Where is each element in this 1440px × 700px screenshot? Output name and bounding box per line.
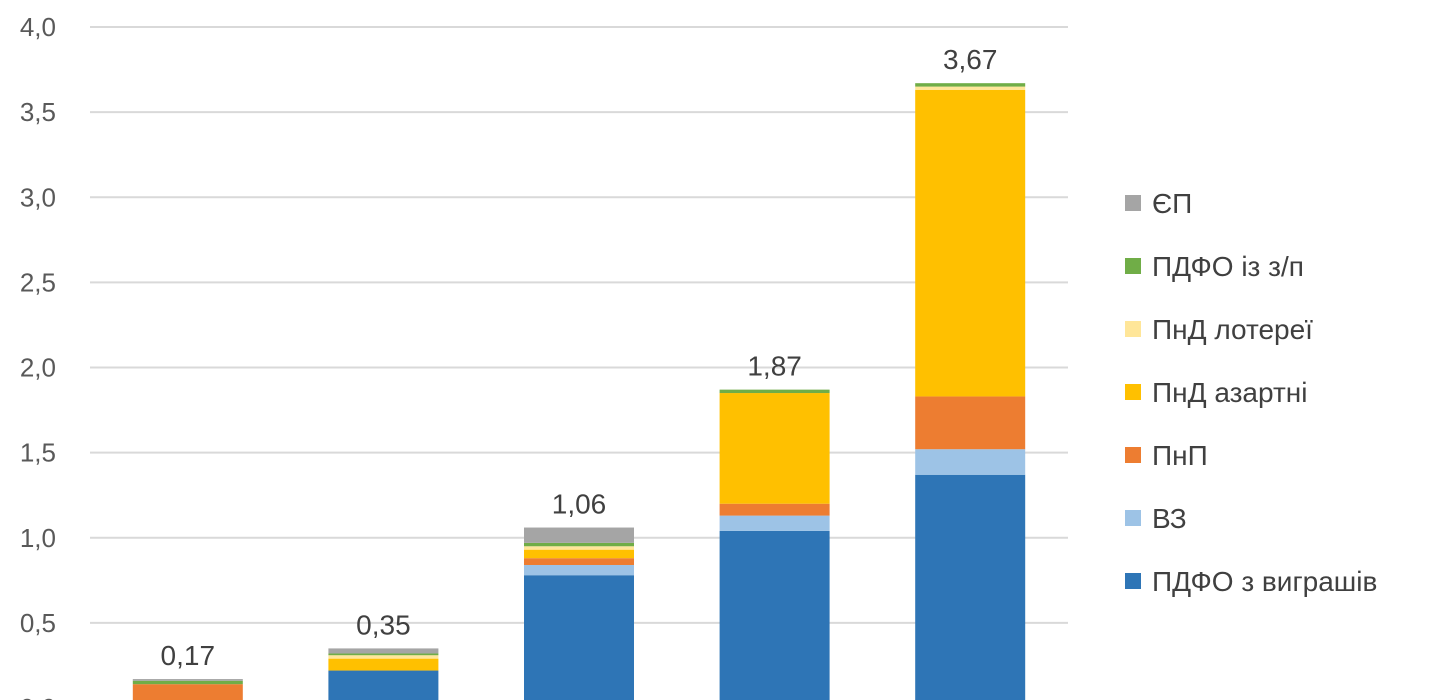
y-tick-label: 2,0 <box>20 353 56 383</box>
total-label: 0,35 <box>356 609 411 640</box>
legend-swatch <box>1125 573 1141 589</box>
bar-segment <box>132 679 243 681</box>
legend-label: ПнП <box>1152 440 1208 471</box>
bar-stack <box>524 527 634 700</box>
bar-segment <box>328 658 439 671</box>
bar-segment <box>524 575 634 700</box>
legend-label: ВЗ <box>1152 503 1187 534</box>
bar-segment <box>915 86 1026 90</box>
legend-label: ПДФО із з/п <box>1152 251 1304 282</box>
bar-segment <box>328 655 439 659</box>
y-tick-label: 3,0 <box>20 182 56 212</box>
bar-segment <box>915 449 1026 475</box>
legend-item: ПДФО із з/п <box>1125 251 1304 282</box>
legend-label: ПнД лотереї <box>1152 314 1313 345</box>
legend-swatch <box>1125 258 1141 274</box>
legend-swatch <box>1125 195 1141 211</box>
bars <box>132 83 1026 700</box>
bar-segment <box>132 684 243 700</box>
bar-segment <box>915 83 1026 87</box>
bar-segment <box>915 89 1026 397</box>
bar-segment <box>328 653 439 656</box>
legend-item: ПнД лотереї <box>1125 314 1313 345</box>
bar-segment <box>915 396 1026 450</box>
y-tick-label: 0,5 <box>20 608 56 638</box>
y-tick-label: 1,5 <box>20 438 56 468</box>
legend-item: ЄП <box>1125 188 1192 219</box>
legend-label: ПДФО з виграшів <box>1152 566 1377 597</box>
bar-segment <box>719 389 830 394</box>
legend-item: ПнП <box>1125 440 1208 471</box>
bar-segment <box>915 474 1026 700</box>
bar-segment <box>719 515 830 531</box>
y-tick-label: 2,5 <box>20 267 56 297</box>
total-label: 3,67 <box>943 44 998 75</box>
bar-segment <box>524 527 634 543</box>
legend-item: ПДФО з виграшів <box>1125 566 1377 597</box>
bar-segment <box>524 549 634 559</box>
legend: ЄП ПДФО із з/п ПнД лотереї ПнД азартні ПнП ВЗ… <box>1125 188 1377 597</box>
legend-label: ЄП <box>1152 188 1192 219</box>
legend-item: ПнД азартні <box>1125 377 1307 408</box>
bar-segment <box>328 648 439 654</box>
bar-segment <box>719 503 830 516</box>
total-label: 0,17 <box>161 640 216 671</box>
legend-swatch <box>1125 510 1141 526</box>
total-label: 1,06 <box>552 489 607 520</box>
legend-label: ПнД азартні <box>1152 377 1307 408</box>
bar-stack <box>719 389 830 700</box>
y-tick-label: 1,0 <box>20 523 56 553</box>
bar-segment <box>328 670 439 700</box>
bar-stack <box>915 83 1026 700</box>
bar-stack <box>328 648 439 700</box>
bar-segment <box>719 393 830 504</box>
bar-segment <box>524 542 634 547</box>
total-labels: 0,17 0,35 1,06 1,87 3,67 <box>161 44 998 671</box>
bar-segment <box>524 564 634 576</box>
y-axis-ticks: 0,0 0,5 1,0 1,5 2,0 2,5 3,0 3,5 4,0 <box>20 12 56 700</box>
legend-item: ВЗ <box>1125 503 1187 534</box>
legend-swatch <box>1125 447 1141 463</box>
bar-stack <box>132 679 243 700</box>
bar-segment <box>524 546 634 550</box>
bar-segment <box>524 558 634 565</box>
y-tick-label: 3,5 <box>20 97 56 127</box>
legend-swatch <box>1125 321 1141 337</box>
y-tick-label: 0,0 <box>20 693 56 700</box>
total-label: 1,87 <box>747 351 802 382</box>
legend-swatch <box>1125 384 1141 400</box>
bar-segment <box>132 680 243 685</box>
gridlines <box>90 26 1068 624</box>
y-tick-label: 4,0 <box>20 12 56 42</box>
bar-segment <box>719 530 830 700</box>
